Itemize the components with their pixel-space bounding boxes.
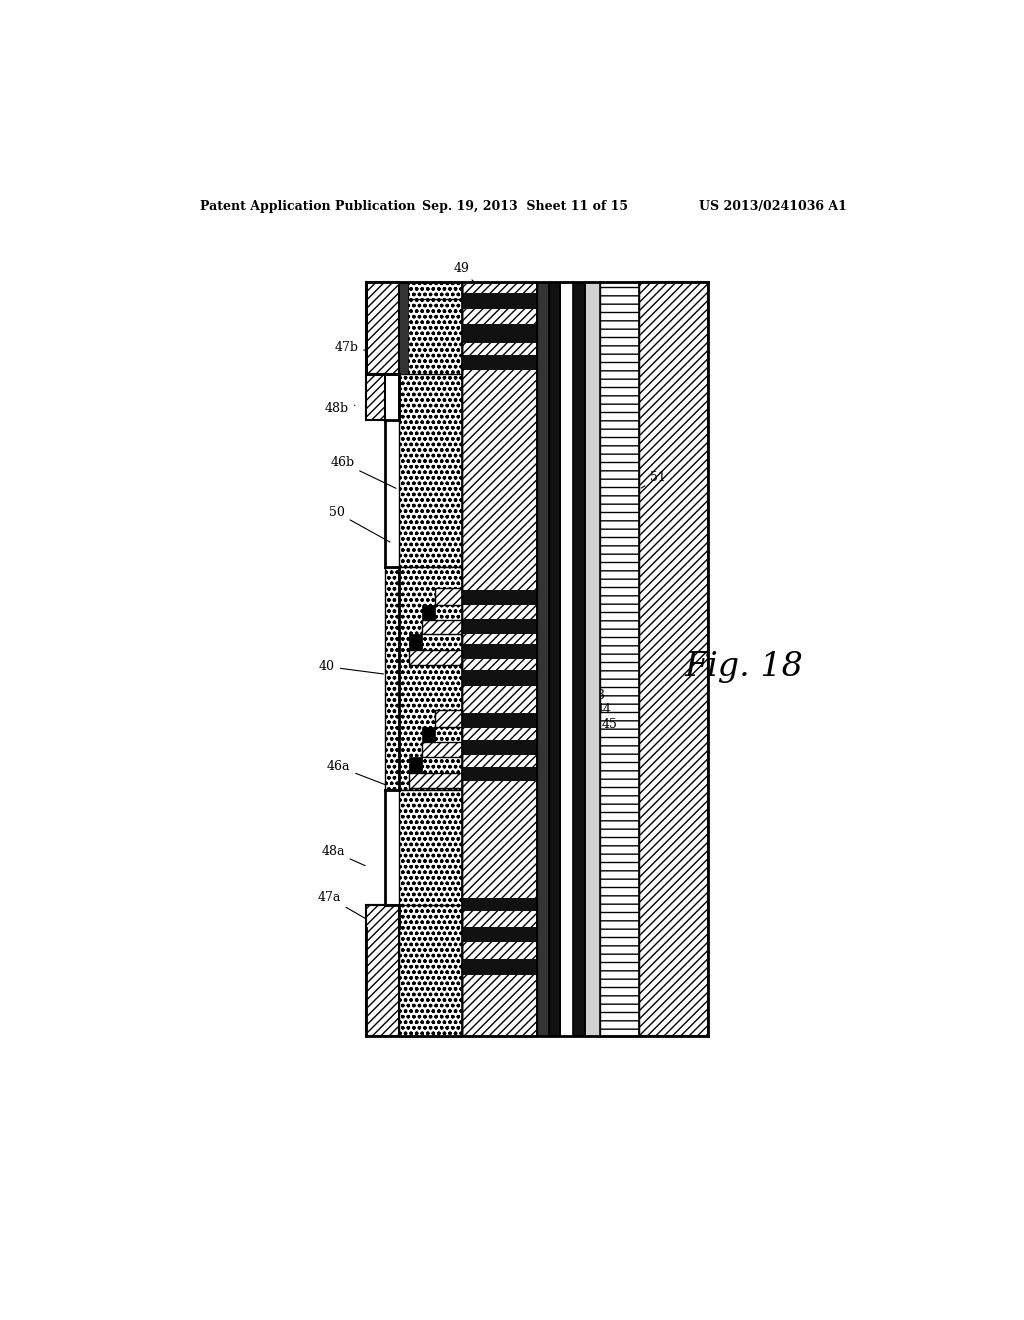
Bar bbox=[549, 281, 560, 1036]
Bar bbox=[398, 281, 408, 374]
Bar bbox=[462, 619, 538, 635]
Text: 52: 52 bbox=[366, 929, 382, 942]
Text: 47b: 47b bbox=[334, 341, 367, 354]
Text: 49: 49 bbox=[384, 948, 400, 961]
Bar bbox=[585, 281, 600, 1036]
Text: 50: 50 bbox=[329, 506, 390, 543]
Bar bbox=[410, 774, 462, 788]
Text: 41: 41 bbox=[545, 659, 593, 672]
Bar bbox=[398, 906, 462, 1036]
Text: 40: 40 bbox=[318, 660, 383, 675]
Bar bbox=[639, 281, 708, 1036]
Bar bbox=[560, 281, 573, 1036]
Text: 42: 42 bbox=[555, 675, 599, 688]
Bar bbox=[398, 281, 462, 566]
Bar bbox=[462, 898, 538, 911]
Text: 49: 49 bbox=[454, 261, 475, 284]
Text: Sep. 19, 2013  Sheet 11 of 15: Sep. 19, 2013 Sheet 11 of 15 bbox=[422, 199, 628, 213]
Bar bbox=[573, 281, 585, 1036]
Text: 45: 45 bbox=[589, 718, 617, 731]
Bar bbox=[408, 281, 462, 298]
Bar bbox=[538, 281, 549, 1036]
Text: 43: 43 bbox=[566, 689, 605, 704]
Bar bbox=[462, 927, 538, 942]
Bar bbox=[422, 742, 462, 758]
Bar bbox=[462, 323, 538, 343]
Bar bbox=[367, 374, 385, 420]
Text: 51: 51 bbox=[641, 471, 666, 488]
Text: 47a: 47a bbox=[317, 891, 367, 919]
Text: 46a: 46a bbox=[327, 760, 396, 789]
Bar bbox=[410, 758, 422, 774]
Text: 48a: 48a bbox=[322, 845, 366, 866]
Bar bbox=[385, 566, 462, 789]
Bar bbox=[410, 649, 462, 665]
Bar bbox=[422, 620, 462, 635]
Bar bbox=[410, 635, 422, 649]
Bar bbox=[600, 281, 639, 1036]
Bar bbox=[435, 589, 462, 605]
Bar bbox=[367, 906, 398, 1036]
Text: 48b: 48b bbox=[325, 403, 355, 416]
Bar bbox=[462, 355, 538, 370]
Bar bbox=[462, 644, 538, 659]
Bar bbox=[462, 590, 538, 605]
Bar bbox=[462, 767, 538, 780]
Bar bbox=[398, 281, 462, 374]
Bar bbox=[422, 605, 435, 620]
Bar bbox=[367, 281, 398, 374]
Text: 44: 44 bbox=[578, 704, 611, 717]
Bar bbox=[462, 713, 538, 729]
Text: US 2013/0241036 A1: US 2013/0241036 A1 bbox=[698, 199, 847, 213]
Bar bbox=[462, 671, 538, 686]
Text: 52: 52 bbox=[423, 284, 438, 301]
Bar bbox=[435, 710, 462, 726]
Bar bbox=[462, 281, 538, 1036]
Bar bbox=[422, 726, 435, 742]
Text: Patent Application Publication: Patent Application Publication bbox=[200, 199, 416, 213]
Text: 46b: 46b bbox=[331, 455, 396, 488]
Bar bbox=[462, 960, 538, 974]
Bar bbox=[398, 789, 462, 1036]
Text: Fig. 18: Fig. 18 bbox=[685, 651, 804, 682]
Bar bbox=[462, 293, 538, 309]
Bar bbox=[462, 739, 538, 755]
